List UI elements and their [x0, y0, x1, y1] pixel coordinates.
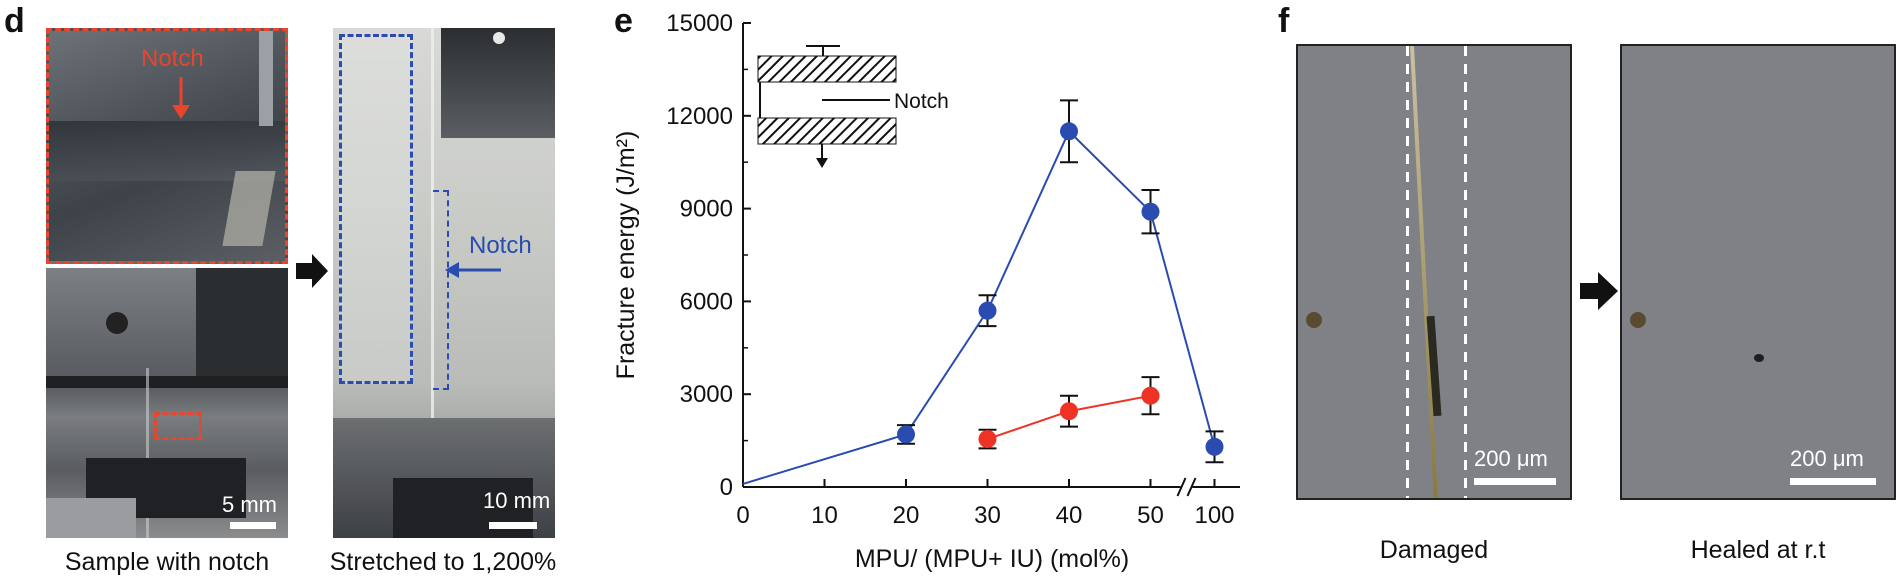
data-point — [1060, 402, 1078, 421]
notch-arrow-down-icon — [172, 77, 190, 119]
scale-label-healed: 200 μm — [1790, 446, 1864, 471]
x-tick-label: 20 — [893, 502, 920, 529]
axis-break-mark — [1186, 477, 1197, 497]
y-axis-label: Fracture energy (J/m²) — [612, 131, 640, 380]
y-tick-label: 9000 — [680, 196, 733, 223]
fracture-energy-chart: Notch 0 3000 6000 9000 12000 15000 0 10 20 30 40 50… — [612, 10, 1240, 573]
scale-label-damaged: 200 μm — [1474, 446, 1548, 471]
right-arrow-icon — [296, 254, 328, 288]
x-tick-label: 50 — [1137, 502, 1164, 529]
y-tick-label: 6000 — [680, 288, 733, 315]
stretched-sample-photo: Notch 10 mm — [333, 28, 555, 538]
caption-stretched: Stretched to 1,200% — [329, 548, 557, 576]
data-point — [1060, 122, 1078, 141]
sample-with-notch-photo: 5 mm — [46, 268, 288, 538]
data-point — [1205, 437, 1224, 456]
data-point — [1141, 202, 1160, 221]
scale-bar-damaged — [1474, 478, 1556, 485]
x-tick-label: 0 — [736, 502, 749, 529]
x-tick-label: 100 — [1194, 502, 1234, 529]
caption-healed: Healed at r.t — [1690, 536, 1826, 564]
notch-arrow-left-icon — [445, 262, 501, 278]
inset-notch-label: Notch — [894, 90, 949, 113]
y-tick-label: 15000 — [666, 10, 733, 37]
panel-e-letter: e — [614, 2, 633, 40]
panel-d-letter: d — [4, 2, 25, 40]
series-line — [742, 129, 1216, 485]
damaged-micrograph: 200 μm — [1296, 44, 1572, 500]
scale-bar-5mm — [230, 522, 276, 529]
right-arrow-icon — [1580, 272, 1618, 310]
x-axis-label: MPU/ (MPU+ IU) (mol%) — [855, 545, 1129, 573]
healed-micrograph: 200 μm — [1620, 44, 1896, 500]
caption-sample-with-notch: Sample with notch — [64, 548, 270, 576]
notch-closeup-photo: Notch — [46, 28, 288, 264]
y-tick-label: 12000 — [666, 103, 733, 130]
data-point — [978, 430, 997, 449]
x-tick-label: 30 — [974, 502, 1001, 529]
notch-label-stretched: Notch — [469, 232, 532, 259]
notch-label-top: Notch — [141, 45, 204, 72]
scale-bar-healed — [1790, 478, 1876, 485]
caption-damaged: Damaged — [1379, 536, 1489, 564]
notch-schematic-inset: Notch — [757, 45, 949, 168]
scale-label-10mm: 10 mm — [483, 488, 551, 513]
data-point — [978, 301, 997, 320]
scale-bar-10mm — [489, 522, 537, 529]
axis-break-mark — [1176, 477, 1187, 497]
data-point — [897, 425, 915, 444]
x-tick-label: 40 — [1056, 502, 1083, 529]
y-tick-label: 0 — [720, 474, 733, 501]
scale-label-5mm: 5 mm — [222, 492, 277, 517]
y-tick-label: 3000 — [680, 381, 733, 408]
panel-f-letter: f — [1278, 2, 1290, 40]
data-point — [1141, 386, 1160, 405]
x-tick-label: 10 — [811, 502, 838, 529]
